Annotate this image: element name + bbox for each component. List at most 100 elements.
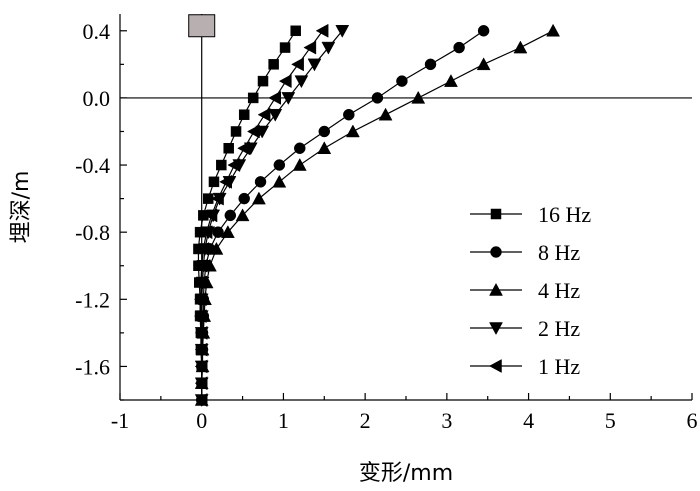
legend-entry: 8 Hz (470, 240, 580, 265)
data-point (318, 125, 331, 138)
y-tick-label: -1.2 (75, 287, 110, 312)
data-point (294, 142, 306, 155)
data-point (194, 325, 208, 340)
data-point (224, 209, 237, 222)
data-point (477, 25, 490, 37)
data-point (193, 275, 207, 290)
legend-entry: 16 Hz (470, 202, 591, 227)
data-point (216, 159, 227, 171)
legend-marker (490, 208, 502, 220)
legend: 16 Hz 8 Hz 4 Hz 2 Hz 1 Hz (470, 202, 591, 379)
data-point (315, 23, 329, 38)
data-point (268, 108, 283, 122)
data-point (246, 124, 260, 139)
data-point (219, 174, 232, 189)
series-4-hz (194, 23, 561, 406)
data-point (291, 57, 304, 72)
data-point (378, 107, 393, 121)
x-tick-label: 3 (441, 408, 452, 433)
data-point (199, 225, 213, 240)
data-point (257, 107, 271, 122)
data-point (223, 143, 234, 154)
x-axis-title: 变形/mm (359, 461, 453, 486)
data-point (254, 176, 267, 188)
legend-marker (489, 322, 503, 336)
data-point (279, 42, 291, 53)
y-tick-label: -1.6 (75, 354, 110, 379)
x-tick-label: 2 (360, 408, 371, 433)
data-point (194, 393, 208, 407)
x-ticks: -1 0 1 2 3 4 5 6 (111, 393, 698, 433)
data-point (268, 59, 279, 70)
legend-label: 16 Hz (538, 202, 591, 227)
data-point (193, 292, 207, 307)
data-point (278, 74, 292, 89)
data-point (247, 92, 259, 104)
data-point (238, 192, 250, 205)
data-point (194, 258, 208, 273)
y-tick-label: 0.0 (83, 86, 111, 111)
data-point (272, 174, 287, 188)
data-point (209, 241, 224, 255)
x-tick-label: -1 (111, 408, 129, 433)
data-point (453, 41, 465, 54)
series-line (201, 30, 343, 400)
data-point (268, 90, 282, 105)
y-tick-label: -0.4 (75, 153, 110, 178)
axes: -1 0 1 2 3 4 5 6 0.4 0.0 -0.4 -0.8 -1.2 -1.6 (75, 14, 698, 433)
data-point (204, 208, 218, 223)
data-point (194, 342, 208, 357)
data-point (290, 25, 301, 37)
data-point (321, 41, 336, 55)
x-tick-label: 5 (605, 408, 616, 433)
data-point (546, 23, 561, 37)
data-point (237, 141, 250, 156)
data-point (411, 90, 426, 104)
data-point (317, 141, 332, 155)
data-point (212, 226, 224, 238)
data-point (194, 376, 208, 391)
data-point (251, 191, 266, 205)
x-tick-label: 1 (278, 408, 289, 433)
data-point (281, 92, 296, 105)
data-point (335, 25, 350, 38)
legend-marker (489, 282, 503, 296)
data-point (345, 124, 360, 138)
data-point (257, 75, 269, 87)
y-ticks: 0.4 0.0 -0.4 -0.8 -1.2 -1.6 (75, 19, 127, 401)
data-point (211, 191, 224, 206)
data-point (476, 57, 491, 71)
y-axis-title: 埋深/m (9, 171, 34, 244)
data-point (273, 159, 286, 171)
data-point (307, 58, 322, 72)
data-point (292, 158, 307, 171)
data-point (208, 176, 220, 188)
data-point (343, 108, 355, 121)
data-point (193, 309, 207, 324)
data-point (194, 359, 208, 374)
legend-entry: 4 Hz (470, 278, 580, 303)
data-point (230, 126, 242, 137)
data-point (220, 225, 235, 238)
x-tick-label: 4 (523, 408, 534, 433)
y-tick-label: -0.8 (75, 220, 110, 245)
legend-entry: 1 Hz (470, 354, 580, 379)
data-point (513, 40, 528, 54)
data-point (371, 92, 384, 104)
legend-marker (490, 246, 502, 258)
series-2-hz (194, 25, 350, 408)
series-layer (193, 23, 561, 408)
legend-label: 8 Hz (538, 240, 580, 265)
data-point (294, 75, 309, 89)
data-point (238, 109, 250, 120)
y-tick-label: 0.4 (83, 19, 111, 44)
reference-marker (188, 14, 216, 38)
data-point (227, 158, 241, 172)
data-point (444, 74, 458, 87)
x-tick-label: 0 (196, 408, 207, 433)
data-point (303, 40, 317, 55)
legend-entry: 2 Hz (470, 316, 580, 341)
legend-label: 4 Hz (538, 278, 580, 303)
series-1-hz (193, 23, 329, 407)
